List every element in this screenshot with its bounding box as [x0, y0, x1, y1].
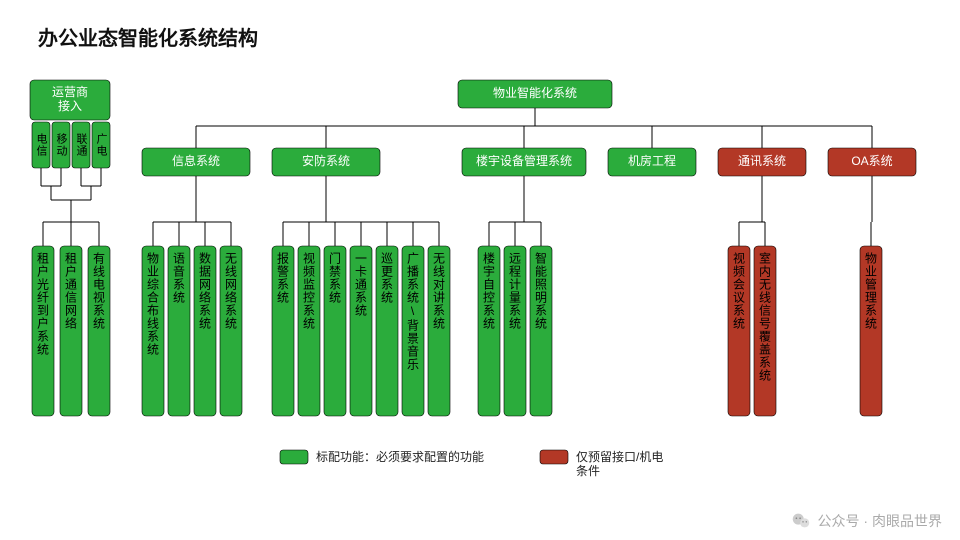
leaf-label: 语音系统 [171, 252, 188, 304]
leaf-label: 物业管理系统 [863, 252, 880, 330]
leaf: 租户通信网络 [60, 246, 82, 416]
leaf: 楼宇自控系统 [478, 246, 500, 416]
category-room: 机房工程 [608, 148, 696, 176]
leaf: 远程计量系统 [504, 246, 526, 416]
wechat-icon [790, 510, 812, 532]
leaf: 数据网络系统 [194, 246, 216, 416]
leaf-label: 巡更系统 [379, 252, 396, 304]
page-title-text: 办公业态智能化系统结构 [38, 28, 258, 50]
leaf-label: 租户光纤到户系统 [35, 252, 52, 356]
node-label: 信息系统 [172, 153, 220, 168]
leaf: 视频监控系统 [298, 246, 320, 416]
category-bms: 楼宇设备管理系统 [462, 148, 586, 176]
leaf-label: 广播系统\背景音乐 [405, 252, 422, 371]
leaf: 一卡通系统 [350, 246, 372, 416]
leaf-label: 视频监控系统 [301, 252, 318, 330]
leaf: 物业综合布线系统 [142, 246, 164, 416]
carrier-label: 联通 [73, 133, 89, 157]
leaf-label: 室内无线信号覆盖系统 [757, 252, 774, 382]
leaf-label: 智能照明系统 [533, 252, 550, 330]
leaf: 巡更系统 [376, 246, 398, 416]
category-comm: 通讯系统 [718, 148, 806, 176]
footer-text: 公众号 · 肉眼品世界 [818, 511, 942, 531]
node-label: 机房工程 [628, 153, 676, 168]
legend-label: 条件 [576, 464, 600, 478]
carrier-label: 移动 [53, 133, 69, 157]
leaf: 智能照明系统 [530, 246, 552, 416]
node-label: 物业智能化系统 [493, 85, 577, 100]
leaf: 物业管理系统 [860, 246, 882, 416]
leaf: 无线对讲系统 [428, 246, 450, 416]
node-label: 接入 [58, 98, 82, 113]
leaf-label: 租户通信网络 [63, 252, 80, 330]
leaf: 有线电视系统 [88, 246, 110, 416]
leaf: 视频会议系统 [728, 246, 750, 416]
leaf-label: 物业综合布线系统 [145, 252, 162, 356]
node-label: 通讯系统 [738, 154, 786, 168]
leaf: 无线网络系统 [220, 246, 242, 416]
leaf-label: 报警系统 [275, 252, 292, 304]
leaf: 广播系统\背景音乐 [402, 246, 424, 416]
root-node: 物业智能化系统 [458, 80, 612, 108]
leaf-label: 一卡通系统 [353, 252, 370, 317]
node-label: 安防系统 [302, 153, 350, 168]
leaf-label: 视频会议系统 [731, 252, 748, 330]
leaf-label: 门禁系统 [327, 252, 344, 304]
legend-label: 仅预留接口/机电 [576, 449, 663, 464]
category-sec: 安防系统 [272, 148, 380, 176]
carrier-label: 广电 [93, 133, 109, 157]
operator-access: 运营商接入 [30, 80, 110, 120]
diagram-canvas: 物业智能化系统信息系统 安防系统 楼宇设备管理系统 机房工程 通讯系统 OA系统物业综合布… [0, 0, 960, 540]
node-label: 楼宇设备管理系统 [476, 153, 572, 168]
leaf-label: 无线对讲系统 [431, 252, 448, 330]
legend-swatch [280, 450, 308, 464]
leaf: 门禁系统 [324, 246, 346, 416]
leaf: 语音系统 [168, 246, 190, 416]
leaf: 室内无线信号覆盖系统 [754, 246, 776, 416]
carrier-label: 电信 [33, 133, 49, 157]
leaf-label: 无线网络系统 [223, 252, 240, 330]
footer: 公众号 · 肉眼品世界 [790, 510, 942, 532]
leaf-label: 数据网络系统 [197, 252, 214, 330]
category-oa: OA系统 [828, 148, 916, 176]
leaf-label: 远程计量系统 [507, 252, 524, 330]
legend-label: 标配功能：必须要求配置的功能 [316, 449, 484, 464]
leaf-label: 有线电视系统 [91, 252, 108, 330]
node-label: OA系统 [851, 154, 892, 168]
category-info: 信息系统 [142, 148, 250, 176]
page-title: 办公业态智能化系统结构 [38, 22, 258, 51]
node-label: 运营商 [52, 84, 88, 99]
legend-swatch [540, 450, 568, 464]
leaf: 租户光纤到户系统 [32, 246, 54, 416]
leaf-label: 楼宇自控系统 [481, 252, 498, 330]
leaf: 报警系统 [272, 246, 294, 416]
